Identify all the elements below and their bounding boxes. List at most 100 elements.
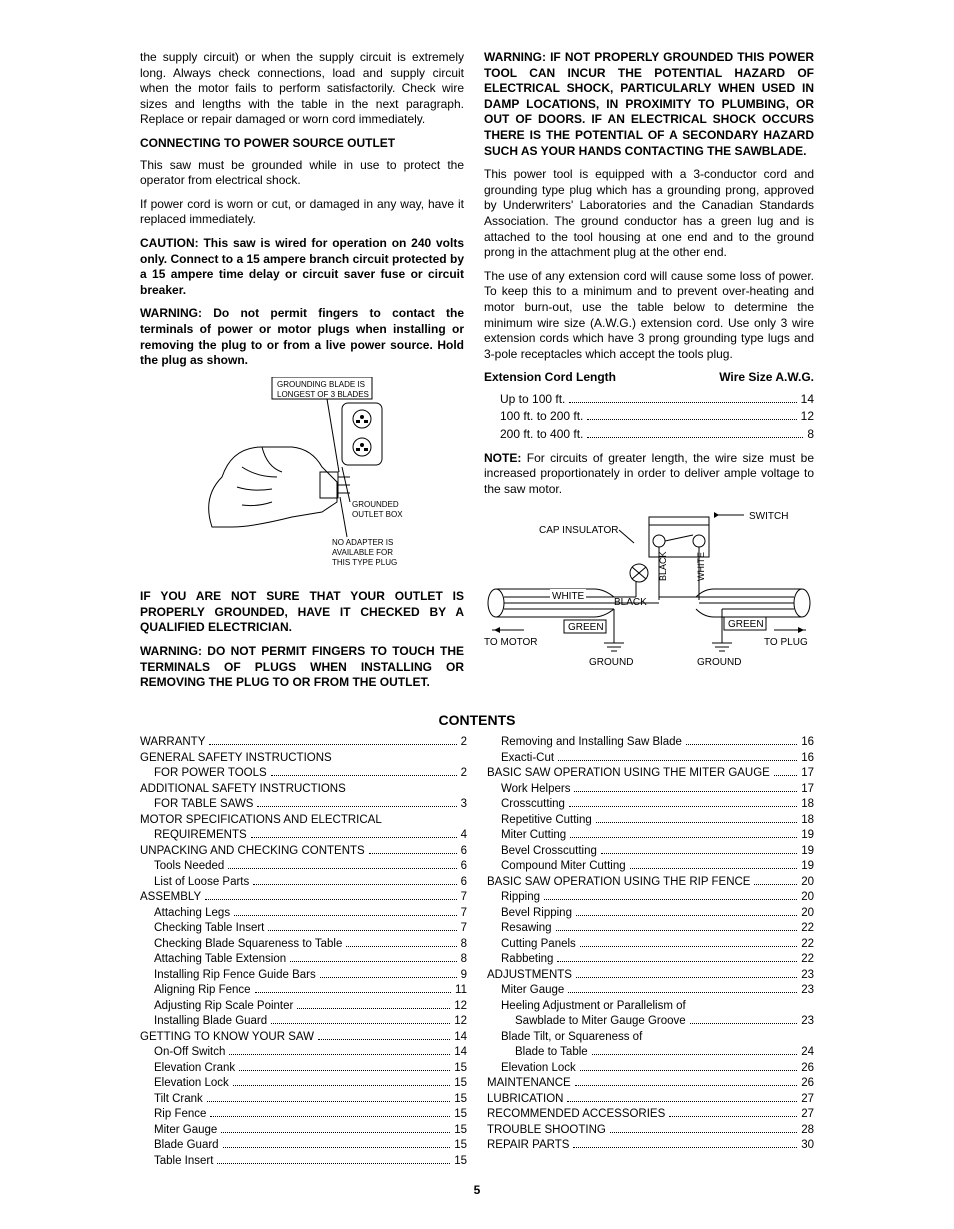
- toc-label: BASIC SAW OPERATION USING THE RIP FENCE: [487, 875, 750, 891]
- toc-label: Bevel Ripping: [501, 906, 572, 922]
- toc-row: MAINTENANCE26: [487, 1076, 814, 1092]
- toc-label: Work Helpers: [501, 782, 570, 798]
- cord-table-header: Extension Cord Length Wire Size A.W.G.: [484, 370, 814, 386]
- toc-row: Crosscutting18: [487, 797, 814, 813]
- toc-page: 19: [801, 859, 814, 875]
- toc-row: Rabbeting22: [487, 952, 814, 968]
- wiring-diagram: SWITCH CAP INSULATOR BLACK WHITE: [484, 505, 814, 680]
- toc-page: 27: [801, 1107, 814, 1123]
- dot-leader: [574, 783, 797, 792]
- toc-row: REPAIR PARTS30: [487, 1138, 814, 1154]
- dot-leader: [596, 814, 797, 823]
- toc-page: 15: [454, 1154, 467, 1170]
- toc-page: 2: [461, 766, 467, 782]
- toc-row: Blade Guard 15: [140, 1138, 467, 1154]
- toc-row: Checking Blade Squareness to Table8: [140, 937, 467, 953]
- toc-label: Elevation Lock: [501, 1061, 576, 1077]
- toc-right-column: Removing and Installing Saw Blade16Exact…: [487, 735, 814, 1169]
- toc-label: Ripping: [501, 890, 540, 906]
- diagram-label: NO ADAPTER IS: [332, 538, 393, 547]
- dot-leader: [255, 984, 452, 993]
- svg-text:WHITE: WHITE: [696, 552, 706, 581]
- toc-page: 12: [454, 1014, 467, 1030]
- note-prefix: NOTE:: [484, 451, 521, 465]
- cord-length-label: 100 ft. to 200 ft.: [500, 409, 583, 425]
- toc-page: 17: [801, 782, 814, 798]
- toc-row: Repetitive Cutting18: [487, 813, 814, 829]
- toc-label: Attaching Legs: [154, 906, 230, 922]
- toc-page: 23: [801, 1014, 814, 1030]
- toc-page: 6: [461, 844, 467, 860]
- toc-page: 19: [801, 828, 814, 844]
- toc-page: 15: [454, 1076, 467, 1092]
- toc-row: FOR POWER TOOLS 2: [140, 766, 467, 782]
- dot-leader: [557, 953, 797, 962]
- dot-leader: [567, 1093, 797, 1102]
- paragraph: This saw must be grounded while in use t…: [140, 158, 464, 189]
- diagram-label: GROUNDED: [352, 500, 399, 509]
- toc-page: 9: [461, 968, 467, 984]
- toc-page: 15: [454, 1092, 467, 1108]
- dot-leader: [229, 1046, 450, 1055]
- dot-leader: [318, 1031, 450, 1040]
- toc-page: 17: [801, 766, 814, 782]
- note-text: For circuits of greater length, the wire…: [484, 451, 814, 496]
- toc-page: 6: [461, 859, 467, 875]
- toc-label: FOR POWER TOOLS: [154, 766, 267, 782]
- toc-label: Elevation Lock: [154, 1076, 229, 1092]
- svg-text:WHITE: WHITE: [552, 591, 585, 602]
- toc-row: Sawblade to Miter Gauge Groove 23: [487, 1014, 814, 1030]
- toc-label: Sawblade to Miter Gauge Groove: [515, 1014, 686, 1030]
- dot-leader: [320, 969, 457, 978]
- dot-leader: [234, 907, 457, 916]
- dot-leader: [575, 1077, 798, 1086]
- toc-label: Installing Blade Guard: [154, 1014, 267, 1030]
- toc-page: 20: [801, 875, 814, 891]
- toc-row: Exacti-Cut16: [487, 751, 814, 767]
- toc-row: Adjusting Rip Scale Pointer12: [140, 999, 467, 1015]
- toc-page: 26: [801, 1061, 814, 1077]
- toc-label: UNPACKING AND CHECKING CONTENTS: [140, 844, 365, 860]
- dot-leader: [569, 798, 797, 807]
- dot-leader: [576, 907, 797, 916]
- toc-label: Exacti-Cut: [501, 751, 554, 767]
- diagram-label: GROUNDING BLADE IS: [277, 380, 365, 389]
- toc-label: RECOMMENDED ACCESSORIES: [487, 1107, 665, 1123]
- toc-row: Installing Rip Fence Guide Bars9: [140, 968, 467, 984]
- dot-leader: [217, 1155, 450, 1164]
- cord-length-label: Up to 100 ft.: [500, 392, 565, 408]
- dot-leader: [346, 938, 456, 947]
- dot-leader: [774, 767, 797, 776]
- toc-label: Checking Table Insert: [154, 921, 264, 937]
- toc-page: 7: [461, 906, 467, 922]
- toc-row: Blade Tilt, or Squareness of: [487, 1030, 814, 1046]
- toc-label: Heeling Adjustment or Parallelism of: [501, 999, 686, 1015]
- toc-label: Tilt Crank: [154, 1092, 203, 1108]
- toc-row: FOR TABLE SAWS3: [140, 797, 467, 813]
- toc-row: Blade to Table24: [487, 1045, 814, 1061]
- cord-header-size: Wire Size A.W.G.: [719, 370, 814, 386]
- toc-page: 8: [461, 937, 467, 953]
- toc-row: Attaching Legs 7: [140, 906, 467, 922]
- toc-page: 15: [454, 1138, 467, 1154]
- toc-page: 20: [801, 890, 814, 906]
- warning-paragraph: WARNING: DO NOT PERMIT FINGERS TO TOUCH …: [140, 644, 464, 691]
- toc-label: Miter Gauge: [501, 983, 564, 999]
- dot-leader: [369, 845, 457, 854]
- toc-page: 4: [461, 828, 467, 844]
- toc-label: Blade Guard: [154, 1138, 219, 1154]
- toc-label: LUBRICATION: [487, 1092, 563, 1108]
- extension-cord-table: Extension Cord Length Wire Size A.W.G. U…: [484, 370, 814, 442]
- svg-text:TO PLUG: TO PLUG: [764, 637, 808, 648]
- toc-page: 28: [801, 1123, 814, 1139]
- toc-row: Elevation Lock 15: [140, 1076, 467, 1092]
- dot-leader: [205, 891, 456, 900]
- toc-label: Elevation Crank: [154, 1061, 235, 1077]
- toc-label: Repetitive Cutting: [501, 813, 592, 829]
- toc-row: WARRANTY2: [140, 735, 467, 751]
- toc-label: MOTOR SPECIFICATIONS AND ELECTRICAL: [140, 813, 382, 829]
- toc-row: TROUBLE SHOOTING28: [487, 1123, 814, 1139]
- dot-leader: [587, 411, 796, 420]
- toc-label: GETTING TO KNOW YOUR SAW: [140, 1030, 314, 1046]
- toc-label: On-Off Switch: [154, 1045, 225, 1061]
